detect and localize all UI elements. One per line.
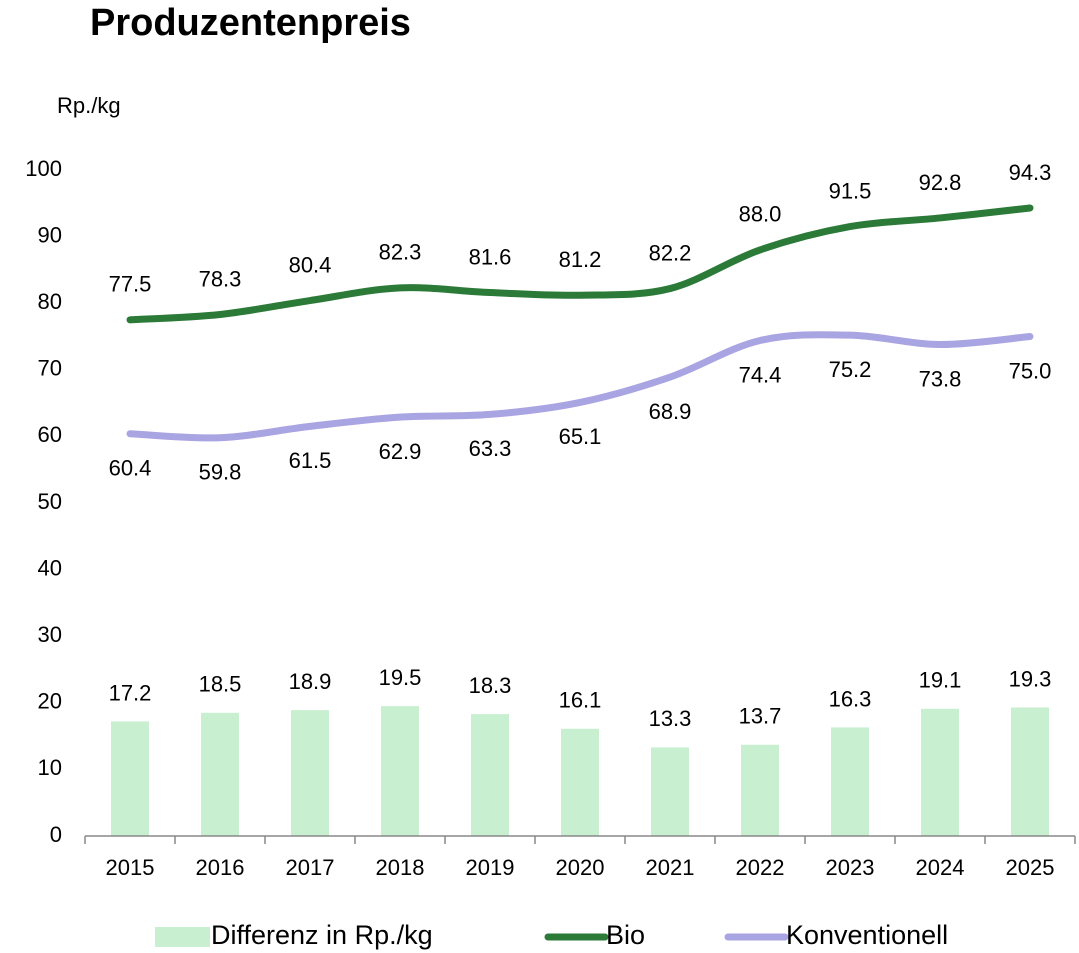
data-label: 19.5 [379,665,422,690]
bar [1011,707,1049,836]
x-tick-label: 2016 [196,855,245,880]
data-label: 80.4 [289,252,332,277]
data-label: 75.0 [1009,358,1052,383]
data-label: 75.2 [829,357,872,382]
data-label: 17.2 [109,680,152,705]
data-label: 74.4 [739,362,782,387]
legend-label: Bio [606,920,645,950]
data-label: 78.3 [199,266,242,291]
data-label: 92.8 [919,170,962,195]
x-tick-label: 2018 [376,855,425,880]
y-tick-label: 40 [38,555,62,580]
data-label: 82.2 [649,240,692,265]
data-label: 94.3 [1009,160,1052,185]
y-tick-label: 90 [38,222,62,247]
line [126,331,1034,442]
data-label: 63.3 [469,436,512,461]
x-tick-label: 2015 [106,855,155,880]
data-label: 59.8 [199,460,242,485]
data-label: 81.2 [559,247,602,272]
data-label: 91.5 [829,178,872,203]
bar [651,747,689,836]
data-label: 18.3 [469,673,512,698]
data-label: 16.1 [559,688,602,713]
data-label: 73.8 [919,366,962,391]
y-tick-label: 80 [38,289,62,314]
data-label: 13.3 [649,706,692,731]
y-tick-label: 70 [38,356,62,381]
x-tick-label: 2024 [916,855,965,880]
bar [561,728,599,836]
y-tick-label: 20 [38,689,62,714]
data-label: 60.4 [109,456,152,481]
x-tick-label: 2025 [1006,855,1055,880]
line [126,204,1034,324]
y-tick-label: 100 [25,156,62,181]
bar [741,744,779,836]
y-tick-label: 0 [50,822,62,847]
legend-label: Konventionell [786,920,948,950]
data-label: 81.6 [469,244,512,269]
y-tick-label: 50 [38,489,62,514]
data-label: 82.3 [379,240,422,265]
data-label: 65.1 [559,424,602,449]
data-label: 88.0 [739,202,782,227]
legend-swatch [155,927,210,947]
y-tick-label: 10 [38,755,62,780]
x-tick-label: 2019 [466,855,515,880]
y-tick-label: 30 [38,622,62,647]
data-label: 62.9 [379,439,422,464]
x-tick-label: 2022 [736,855,785,880]
bar [291,710,329,836]
bar [471,714,509,836]
bar [921,708,959,836]
x-tick-label: 2023 [826,855,875,880]
data-label: 19.1 [919,668,962,693]
data-label: 18.5 [199,672,242,697]
bar [831,727,869,836]
legend-label: Differenz in Rp./kg [211,920,433,950]
y-tick-label: 60 [38,422,62,447]
x-tick-label: 2021 [646,855,695,880]
data-label: 16.3 [829,686,872,711]
bar [381,706,419,836]
x-tick-label: 2017 [286,855,335,880]
y-axis-label: Rp./kg [57,93,121,118]
data-label: 77.5 [109,272,152,297]
bar [201,712,239,836]
data-label: 13.7 [739,704,782,729]
bar [111,721,149,836]
data-label: 61.5 [289,448,332,473]
data-label: 18.9 [289,669,332,694]
data-label: 68.9 [649,399,692,424]
data-label: 19.3 [1009,666,1052,691]
x-tick-label: 2020 [556,855,605,880]
chart-title: Produzentenpreis [90,2,411,44]
